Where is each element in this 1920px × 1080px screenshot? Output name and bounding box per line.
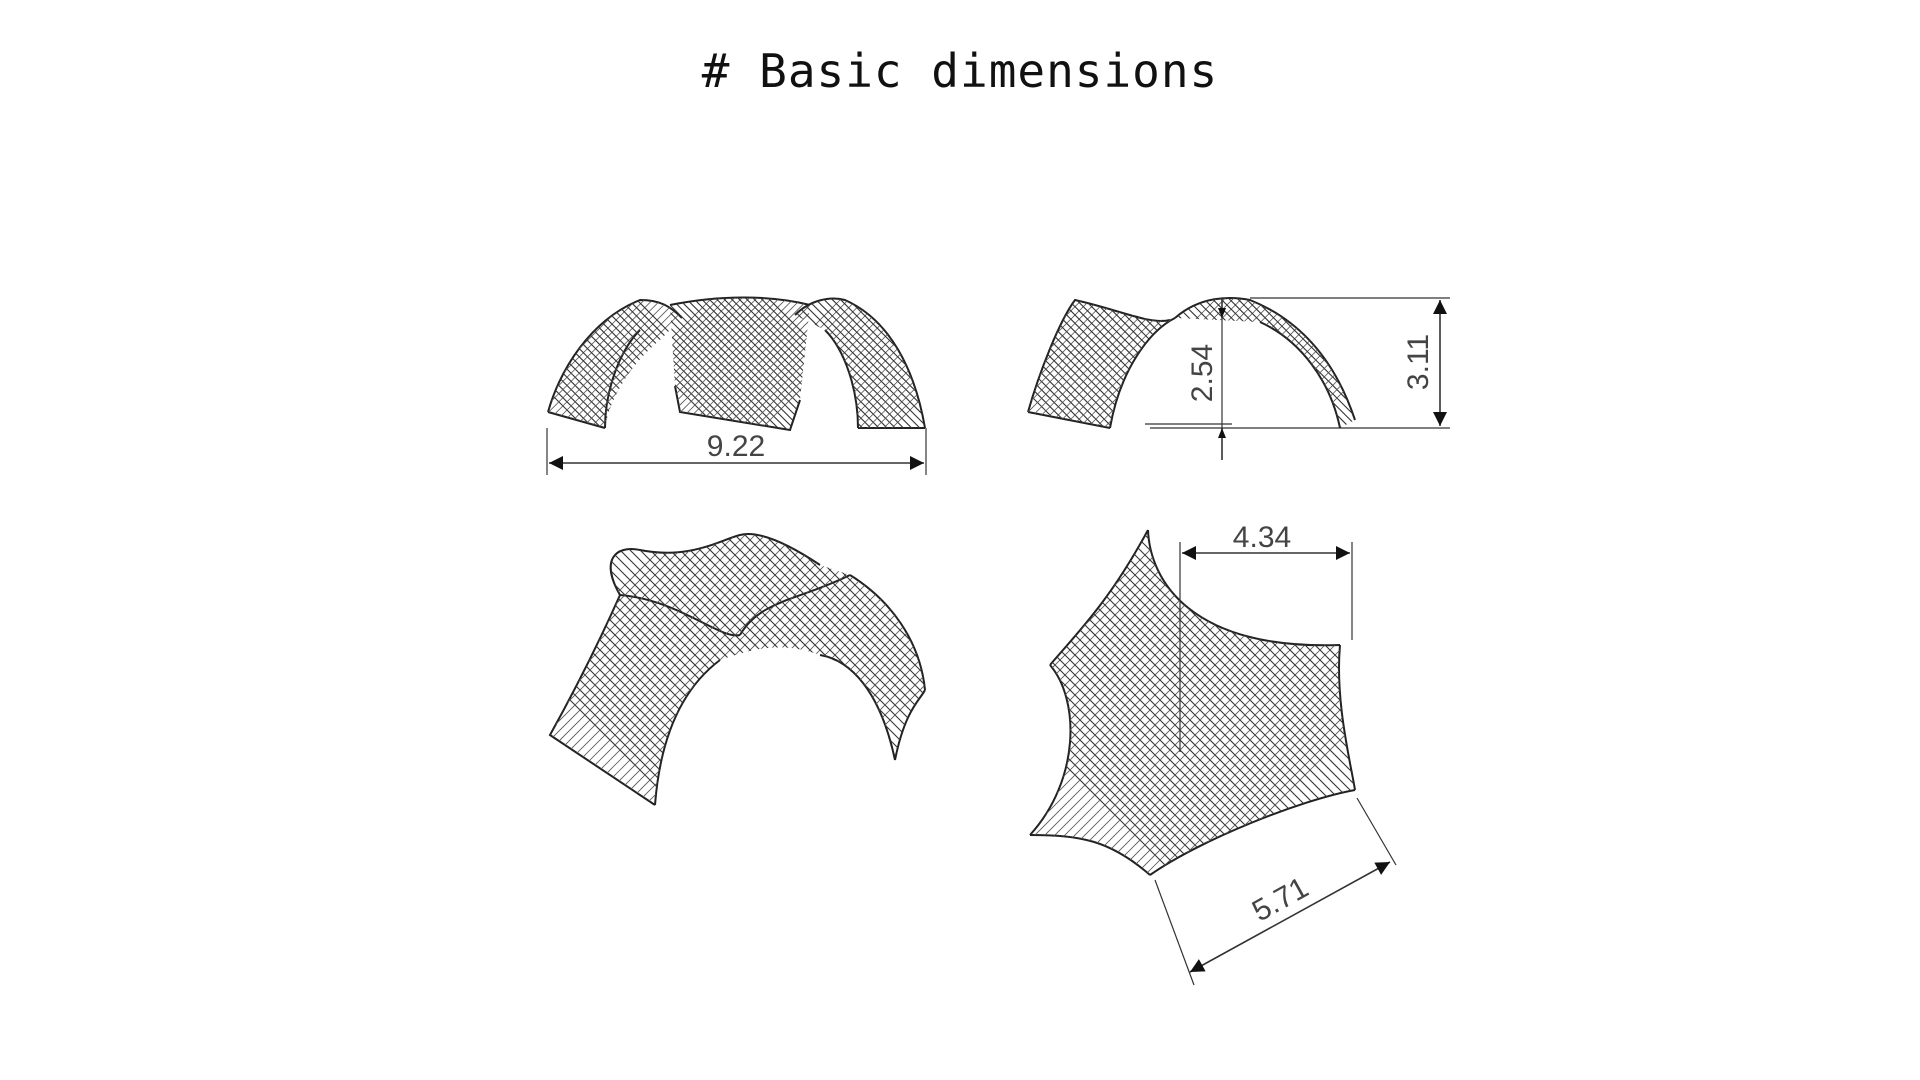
perspective-view: [548, 533, 926, 806]
side-elevation-view: 2.54 3.11: [1027, 296, 1450, 460]
plan-view: 4.34 5.71: [1029, 521, 1397, 986]
page-title: # Basic dimensions: [701, 44, 1219, 98]
plan-top-edge-dimension: 4.34: [1179, 521, 1353, 752]
side-total-height-label: 3.11: [1402, 334, 1435, 390]
front-width-label: 9.22: [707, 430, 765, 463]
side-inner-height-dimension: 2.54: [1150, 298, 1450, 460]
side-inner-height-label: 2.54: [1186, 344, 1219, 402]
plan-mesh: [1029, 529, 1356, 876]
plan-top-edge-label: 4.34: [1233, 521, 1291, 554]
side-total-height-dimension: 3.11: [1250, 297, 1450, 426]
plan-diagonal-dimension: 5.71: [1154, 797, 1397, 986]
front-width-dimension: 9.22: [546, 428, 927, 475]
perspective-mesh: [548, 533, 926, 806]
front-elevation-mesh: [547, 296, 926, 432]
front-elevation-view: 9.22: [546, 296, 927, 475]
plan-diagonal-label: 5.71: [1247, 871, 1314, 928]
